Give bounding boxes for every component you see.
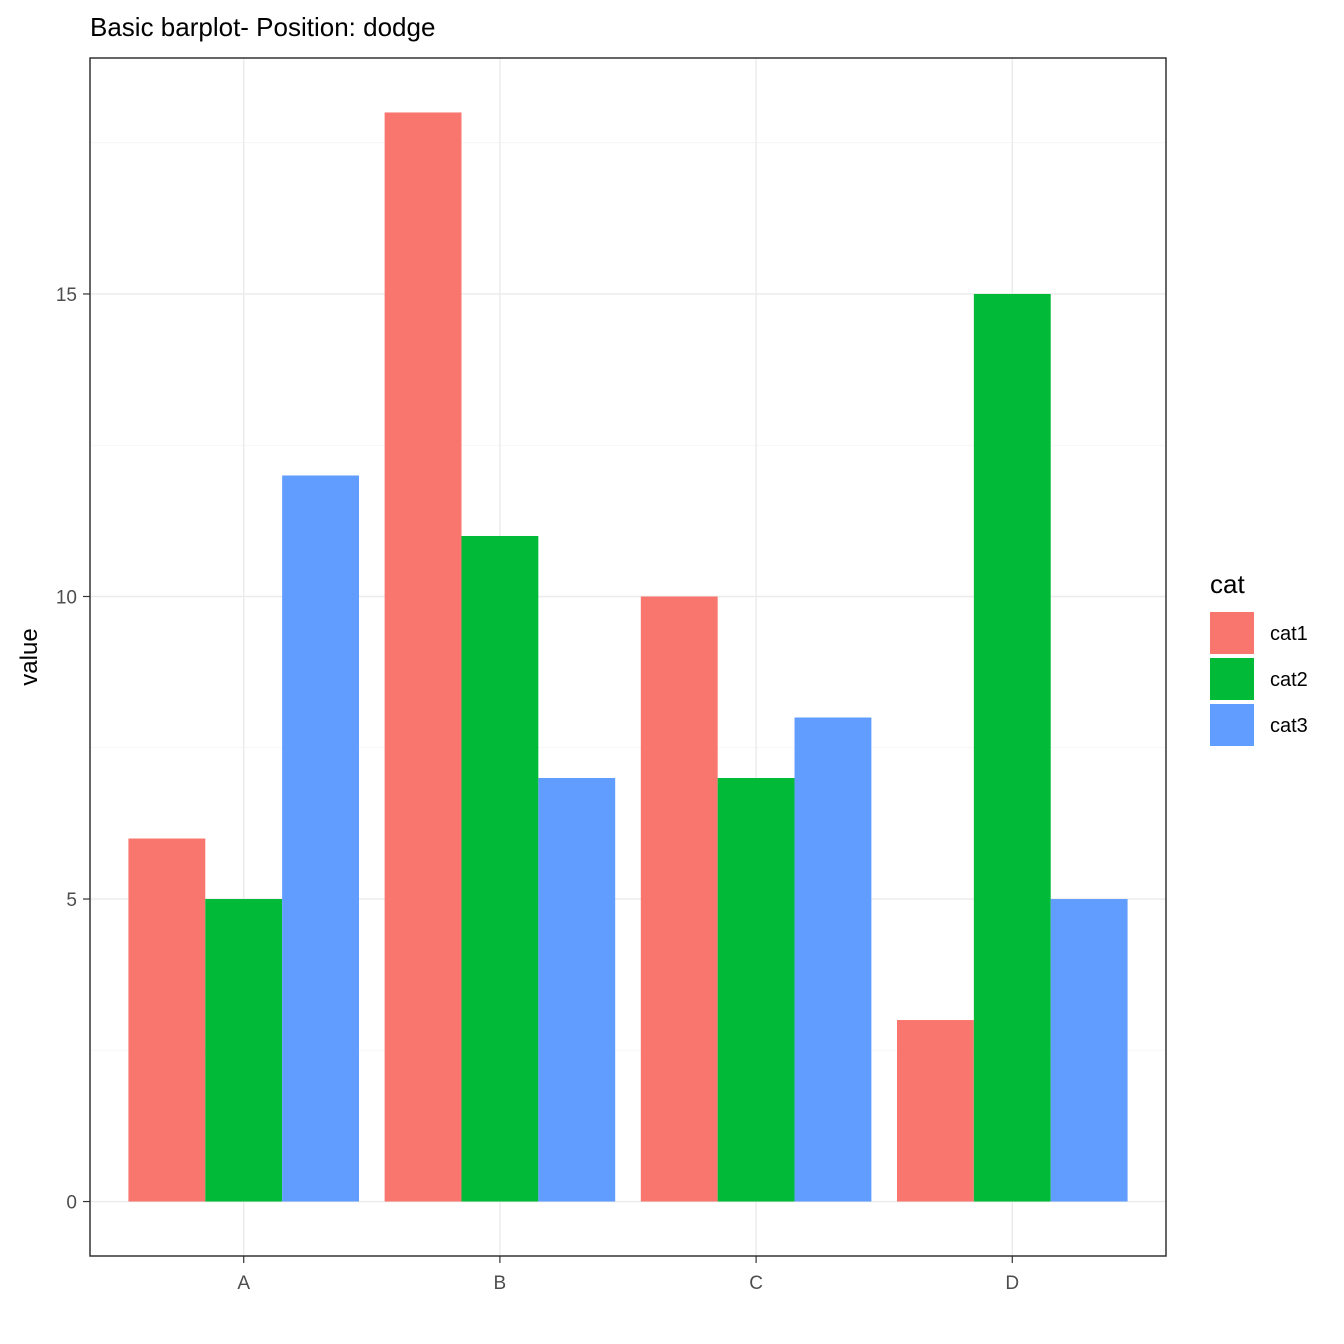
legend-label-cat1: cat1 [1270,623,1308,645]
x-axis: A B C D [237,1256,1019,1294]
bar-cat3-C [794,717,872,1202]
bar-cat2-B [461,535,539,1202]
y-tick-label: 15 [56,285,77,306]
x-tick-label: B [494,1273,507,1294]
x-tick-label: D [1005,1273,1019,1294]
y-axis-title: value [16,628,43,685]
bar-cat2-A [205,899,283,1202]
chart-title: Basic barplot- Position: dodge [90,12,435,42]
bar-cat2-D [973,293,1051,1202]
legend-key-cat1 [1210,612,1254,654]
bars [128,112,1128,1202]
bar-cat3-B [538,778,616,1202]
y-tick-label: 0 [66,1193,77,1214]
bar-cat1-D [897,1020,974,1202]
legend-label-cat2: cat2 [1270,669,1308,691]
y-axis: 0 5 10 15 [56,285,90,1214]
bar-cat1-C [640,596,718,1202]
y-tick-label: 5 [66,890,77,911]
plot-panel-border [89,57,1167,1257]
y-tick-label: 10 [56,587,77,608]
legend-key-cat2 [1210,658,1254,700]
x-tick-label: C [749,1273,763,1294]
bar-cat2-C [717,778,795,1202]
bar-cat1-A [128,838,206,1202]
legend-key-cat3 [1210,704,1254,746]
bar-cat3-D [1050,899,1128,1202]
x-tick-label: A [237,1273,250,1294]
bar-cat3-A [282,475,359,1202]
bar-cat1-B [384,112,462,1202]
legend: cat cat1 cat2 cat3 [1210,569,1308,746]
legend-title: cat [1210,569,1245,599]
legend-label-cat3: cat3 [1270,715,1308,737]
